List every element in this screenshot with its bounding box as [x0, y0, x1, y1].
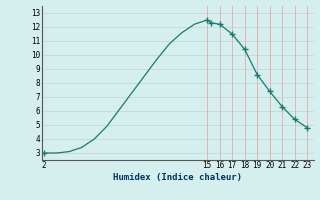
X-axis label: Humidex (Indice chaleur): Humidex (Indice chaleur) [113, 173, 242, 182]
